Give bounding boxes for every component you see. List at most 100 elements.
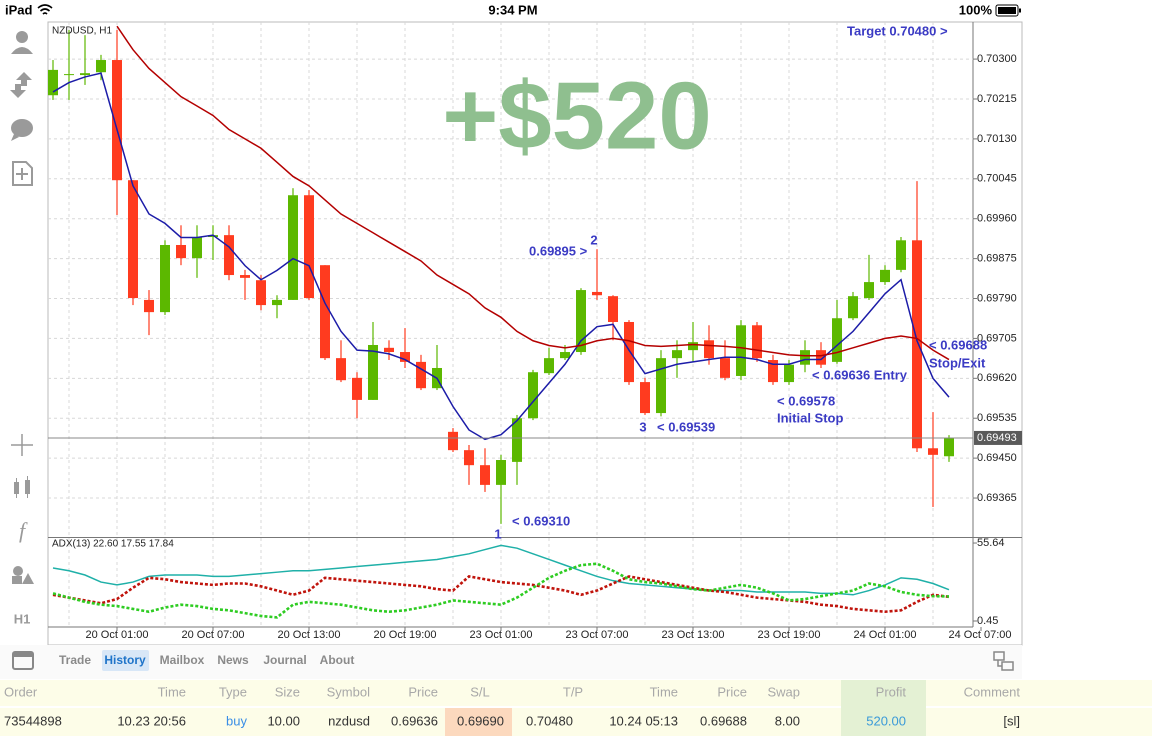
table-header-cell: Comment — [964, 684, 1021, 699]
annotation: < 0.69688 — [929, 337, 987, 352]
table-cell: 8.00 — [775, 713, 800, 728]
tab[interactable]: News — [217, 653, 249, 667]
table-cell: 73544898 — [4, 713, 62, 728]
clock: 9:34 PM — [488, 2, 537, 17]
battery-level: 100% — [959, 2, 993, 17]
y-tick-label: 0.69620 — [977, 372, 1017, 384]
new-order-button[interactable] — [12, 161, 33, 186]
candle-body — [112, 60, 122, 181]
annotation: < 0.69310 — [512, 513, 570, 528]
timeframe-button[interactable]: H1 — [14, 611, 31, 626]
active-tab-bg — [102, 650, 149, 671]
candle-body — [800, 350, 810, 365]
calendar-button[interactable] — [12, 651, 34, 670]
profit-column-bg — [841, 680, 926, 736]
y-tick-label: 55.64 — [977, 537, 1005, 549]
annotation: Stop/Exit — [929, 355, 986, 370]
indicator-line — [52, 562, 950, 619]
x-tick-label: 20 Oct 19:00 — [374, 629, 437, 641]
svg-text:f: f — [19, 518, 28, 543]
candle-body — [288, 195, 298, 300]
indicators-button[interactable]: f — [19, 518, 28, 543]
candle-body — [224, 235, 234, 276]
crosshair-button[interactable] — [11, 434, 33, 456]
candle-body — [816, 350, 826, 365]
orders-table: Order Time Type Size Symbol Price S/L T/P Time Pr… — [4, 684, 1020, 728]
chat-button[interactable] — [11, 119, 33, 141]
candle-body — [752, 325, 762, 359]
objects-button[interactable] — [12, 566, 34, 584]
y-tick-label: 0.70300 — [977, 53, 1017, 65]
candle-body — [624, 321, 634, 383]
candle-body — [848, 296, 858, 319]
x-tick-label: 20 Oct 07:00 — [182, 629, 245, 641]
candle-body — [144, 299, 154, 313]
candle-body — [784, 364, 794, 383]
candle-body — [272, 299, 282, 306]
annotation: < 0.69636 Entry — [812, 367, 908, 382]
candle-body — [864, 282, 874, 299]
tab[interactable]: Mailbox — [160, 653, 205, 667]
current-price-label: 0.69493 — [977, 432, 1017, 444]
table-cell: 520.00 — [866, 713, 906, 728]
annotation: 0.69895 > — [529, 243, 588, 258]
wifi-icon — [37, 4, 53, 15]
candle-body — [240, 275, 250, 278]
candle-body — [704, 340, 714, 359]
candle-body — [48, 69, 58, 96]
tab-bar — [0, 645, 1022, 679]
x-tick-label: 23 Oct 01:00 — [470, 629, 533, 641]
candle-body — [912, 240, 922, 449]
device-name: iPad — [5, 2, 33, 17]
candle-body — [608, 296, 618, 322]
indicator-label: ADX(13) 22.60 17.55 17.84 — [52, 539, 174, 550]
tab[interactable]: Journal — [263, 653, 306, 667]
table-cell: [sl] — [1003, 713, 1020, 728]
candle-body — [944, 437, 954, 457]
x-tick-label: 24 Oct 01:00 — [854, 629, 917, 641]
table-row-bg — [0, 708, 1152, 736]
annotation: 2 — [590, 232, 597, 247]
y-tick-label: 0.70130 — [977, 133, 1017, 145]
candle-body — [640, 382, 650, 414]
candle-body — [464, 450, 474, 466]
candle-body — [656, 358, 666, 414]
table-header-cell: Type — [219, 684, 247, 699]
table-header-cell: Size — [275, 684, 300, 699]
tab[interactable]: About — [320, 653, 355, 667]
tab[interactable]: History — [104, 653, 146, 667]
profit-banner: +$520 — [442, 62, 712, 169]
candle-body — [160, 244, 170, 313]
symbol-label: NZDUSD, H1 — [52, 26, 112, 37]
table-header-cell: Price — [717, 684, 747, 699]
candle-body — [336, 358, 346, 381]
candle-body — [512, 418, 522, 462]
annotation: Initial Stop — [777, 410, 844, 425]
candle-body — [64, 74, 74, 76]
table-header-cell: Symbol — [327, 684, 370, 699]
candle-body — [304, 195, 314, 299]
layout-button[interactable] — [993, 651, 1014, 671]
table-cell: nzdusd — [328, 713, 370, 728]
trade-button[interactable] — [10, 72, 32, 98]
candle-body — [320, 265, 330, 359]
tab[interactable]: Trade — [59, 653, 91, 667]
annotation: < 0.69578 — [777, 393, 835, 408]
y-tick-label: 0.69535 — [977, 412, 1017, 424]
y-tick-label: 0.69450 — [977, 452, 1017, 464]
tabs: Trade History Mailbox News Journal About — [59, 653, 354, 667]
table-cell: 0.69690 — [457, 713, 504, 728]
candle-body — [416, 361, 426, 389]
y-tick-label: 0.69790 — [977, 292, 1017, 304]
candle-body — [576, 290, 586, 353]
table-cell: 10.00 — [267, 713, 300, 728]
account-button[interactable] — [11, 31, 33, 54]
candle-body — [400, 352, 410, 362]
annotation: Target 0.70480 > — [847, 23, 948, 38]
candle-body — [384, 347, 394, 353]
candle-body — [528, 372, 538, 419]
table-cell: 0.69636 — [391, 713, 438, 728]
indicator-line — [52, 544, 950, 596]
chart-type-button[interactable] — [14, 476, 30, 498]
table-header-bg — [0, 680, 1152, 706]
